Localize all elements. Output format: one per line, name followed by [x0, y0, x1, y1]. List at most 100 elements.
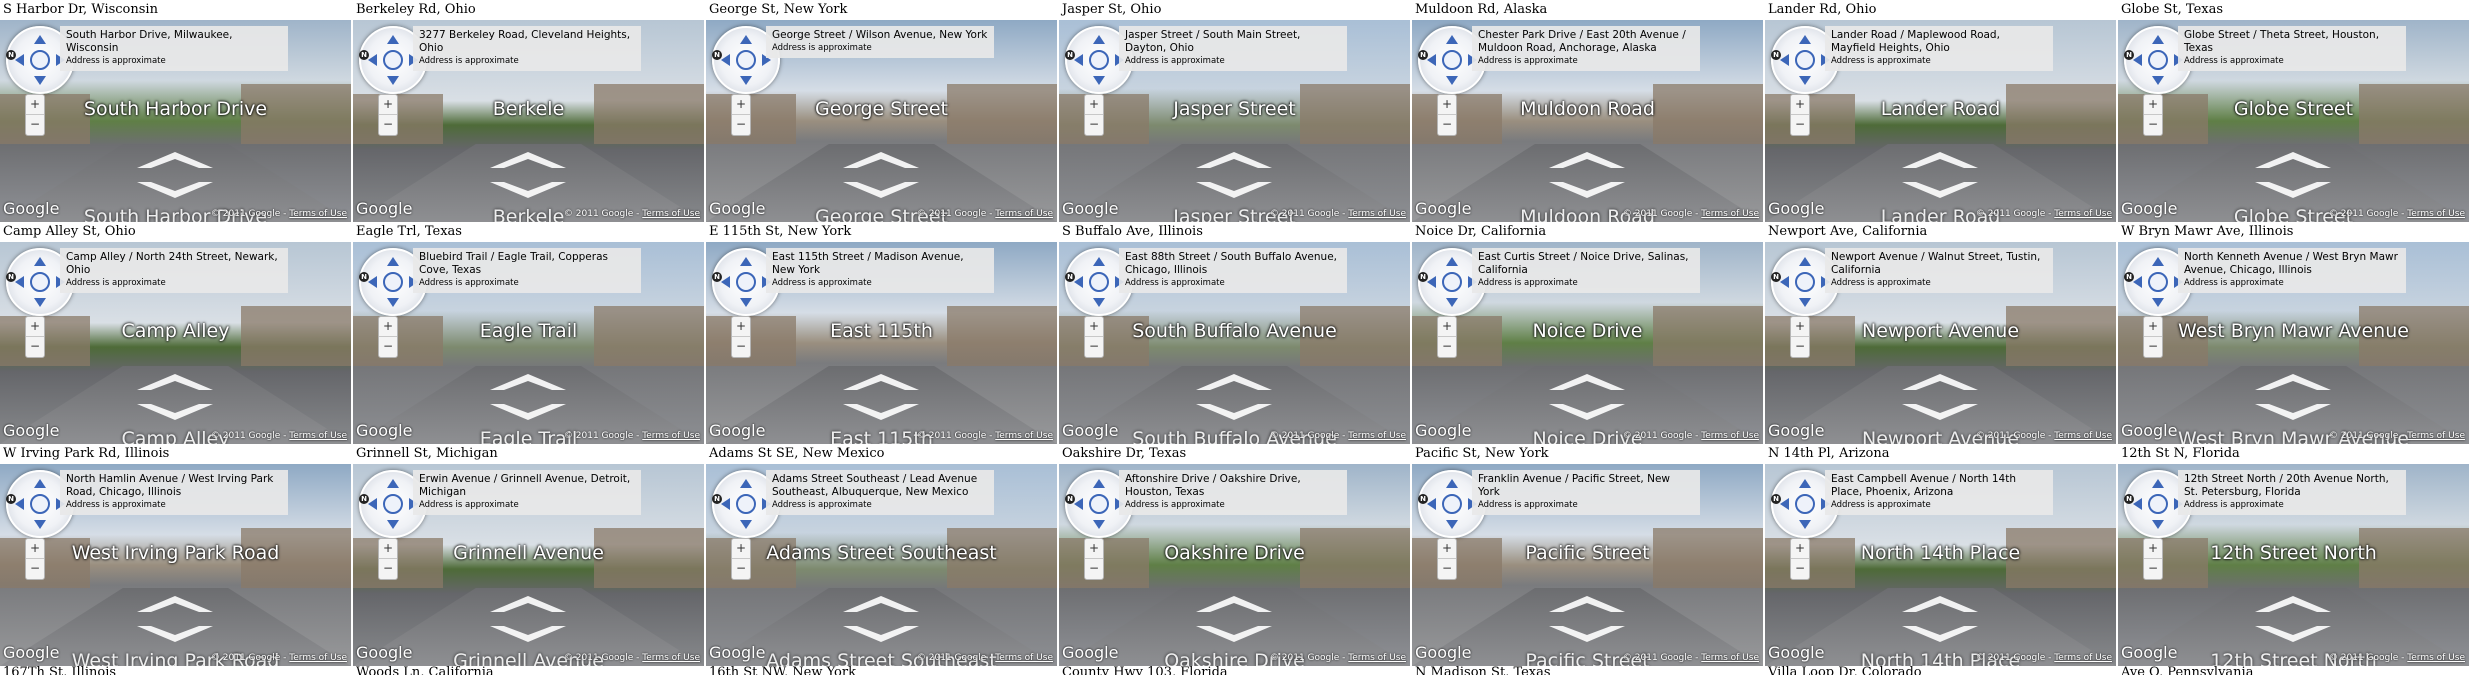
forward-arrow-icon[interactable] [2255, 374, 2331, 390]
google-logo[interactable]: Google [709, 643, 766, 662]
zoom-out-button[interactable]: − [735, 117, 747, 131]
pan-down-icon[interactable] [34, 76, 46, 85]
pan-down-icon[interactable] [1093, 520, 1105, 529]
terms-of-use-link[interactable]: Terms of Use [995, 431, 1053, 441]
pan-up-icon[interactable] [1446, 35, 1458, 44]
terms-of-use-link[interactable]: Terms of Use [289, 653, 347, 663]
zoom-out-button[interactable]: − [1441, 339, 1453, 353]
pan-down-icon[interactable] [2152, 520, 2164, 529]
zoom-out-button[interactable]: − [735, 561, 747, 575]
zoom-out-button[interactable]: − [1088, 339, 1100, 353]
pan-up-icon[interactable] [740, 479, 752, 488]
google-logo[interactable]: Google [709, 421, 766, 440]
forward-arrow-icon[interactable] [1549, 596, 1625, 612]
google-logo[interactable]: Google [2121, 421, 2178, 440]
backward-arrow-icon[interactable] [137, 626, 213, 642]
panorama-view[interactable]: East 115th East 115th N + − East 115th S… [706, 242, 1057, 444]
google-logo[interactable]: Google [356, 421, 413, 440]
panorama-view[interactable]: Eagle Trail Eagle Trail N + − Bluebird T… [353, 242, 704, 444]
terms-of-use-link[interactable]: Terms of Use [289, 209, 347, 219]
zoom-in-button[interactable]: + [732, 539, 750, 559]
zoom-in-button[interactable]: + [26, 539, 44, 559]
pan-left-icon[interactable] [1427, 54, 1436, 66]
terms-of-use-link[interactable]: Terms of Use [1348, 653, 1406, 663]
backward-arrow-icon[interactable] [1196, 626, 1272, 642]
panorama-view[interactable]: Lander Road Lander Road N + − Lander Roa… [1765, 20, 2116, 222]
navigation-arrows[interactable] [1174, 372, 1294, 422]
panorama-view[interactable]: Berkele Berkele N + − 3277 Berkeley Road… [353, 20, 704, 222]
navigation-arrows[interactable] [1174, 594, 1294, 644]
forward-arrow-icon[interactable] [843, 152, 919, 168]
zoom-out-button[interactable]: − [735, 339, 747, 353]
forward-arrow-icon[interactable] [1196, 596, 1272, 612]
zoom-in-button[interactable]: + [2144, 317, 2162, 337]
panorama-view[interactable]: Muldoon Road Muldoon Road N + − Chester … [1412, 20, 1763, 222]
google-logo[interactable]: Google [2121, 199, 2178, 218]
terms-of-use-link[interactable]: Terms of Use [995, 209, 1053, 219]
pan-down-icon[interactable] [1446, 76, 1458, 85]
backward-arrow-icon[interactable] [1196, 404, 1272, 420]
navigation-arrows[interactable] [115, 372, 235, 422]
backward-arrow-icon[interactable] [2255, 182, 2331, 198]
pan-up-icon[interactable] [1093, 479, 1105, 488]
zoom-out-button[interactable]: − [2147, 117, 2159, 131]
panorama-view[interactable]: West Irving Park Road West Irving Park R… [0, 464, 351, 666]
google-logo[interactable]: Google [1415, 421, 1472, 440]
pan-down-icon[interactable] [2152, 76, 2164, 85]
pan-up-icon[interactable] [740, 257, 752, 266]
pan-up-icon[interactable] [387, 479, 399, 488]
terms-of-use-link[interactable]: Terms of Use [1701, 431, 1759, 441]
navigation-arrows[interactable] [468, 372, 588, 422]
zoom-out-button[interactable]: − [1794, 561, 1806, 575]
zoom-in-button[interactable]: + [1438, 539, 1456, 559]
pan-control-compass[interactable]: N [712, 248, 780, 316]
zoom-in-button[interactable]: + [26, 317, 44, 337]
panorama-view[interactable]: North 14th Place North 14th Place N + − … [1765, 464, 2116, 666]
navigation-arrows[interactable] [2233, 150, 2353, 200]
navigation-arrows[interactable] [821, 594, 941, 644]
pan-down-icon[interactable] [387, 76, 399, 85]
google-logo[interactable]: Google [356, 643, 413, 662]
terms-of-use-link[interactable]: Terms of Use [1701, 209, 1759, 219]
terms-of-use-link[interactable]: Terms of Use [1348, 431, 1406, 441]
navigation-arrows[interactable] [821, 150, 941, 200]
zoom-out-button[interactable]: − [1088, 117, 1100, 131]
terms-of-use-link[interactable]: Terms of Use [2407, 431, 2465, 441]
terms-of-use-link[interactable]: Terms of Use [1348, 209, 1406, 219]
pan-left-icon[interactable] [1427, 498, 1436, 510]
pan-left-icon[interactable] [368, 54, 377, 66]
zoom-in-button[interactable]: + [1438, 317, 1456, 337]
pan-left-icon[interactable] [15, 276, 24, 288]
zoom-in-button[interactable]: + [2144, 539, 2162, 559]
terms-of-use-link[interactable]: Terms of Use [2407, 209, 2465, 219]
forward-arrow-icon[interactable] [2255, 152, 2331, 168]
forward-arrow-icon[interactable] [1196, 374, 1272, 390]
forward-arrow-icon[interactable] [1902, 374, 1978, 390]
pan-left-icon[interactable] [1427, 276, 1436, 288]
zoom-out-button[interactable]: − [1794, 339, 1806, 353]
zoom-in-button[interactable]: + [379, 539, 397, 559]
forward-arrow-icon[interactable] [137, 374, 213, 390]
navigation-arrows[interactable] [1527, 372, 1647, 422]
zoom-out-button[interactable]: − [1441, 117, 1453, 131]
zoom-in-button[interactable]: + [1791, 317, 1809, 337]
pan-down-icon[interactable] [740, 76, 752, 85]
pan-left-icon[interactable] [1780, 498, 1789, 510]
backward-arrow-icon[interactable] [490, 626, 566, 642]
pan-down-icon[interactable] [740, 520, 752, 529]
pan-up-icon[interactable] [387, 257, 399, 266]
google-logo[interactable]: Google [1768, 643, 1825, 662]
terms-of-use-link[interactable]: Terms of Use [2054, 209, 2112, 219]
pan-down-icon[interactable] [1799, 76, 1811, 85]
pan-left-icon[interactable] [721, 498, 730, 510]
backward-arrow-icon[interactable] [490, 404, 566, 420]
zoom-in-button[interactable]: + [379, 317, 397, 337]
google-logo[interactable]: Google [2121, 643, 2178, 662]
google-logo[interactable]: Google [1062, 199, 1119, 218]
navigation-arrows[interactable] [115, 594, 235, 644]
google-logo[interactable]: Google [1768, 421, 1825, 440]
forward-arrow-icon[interactable] [843, 596, 919, 612]
backward-arrow-icon[interactable] [1549, 182, 1625, 198]
pan-up-icon[interactable] [1093, 257, 1105, 266]
pan-down-icon[interactable] [1093, 298, 1105, 307]
